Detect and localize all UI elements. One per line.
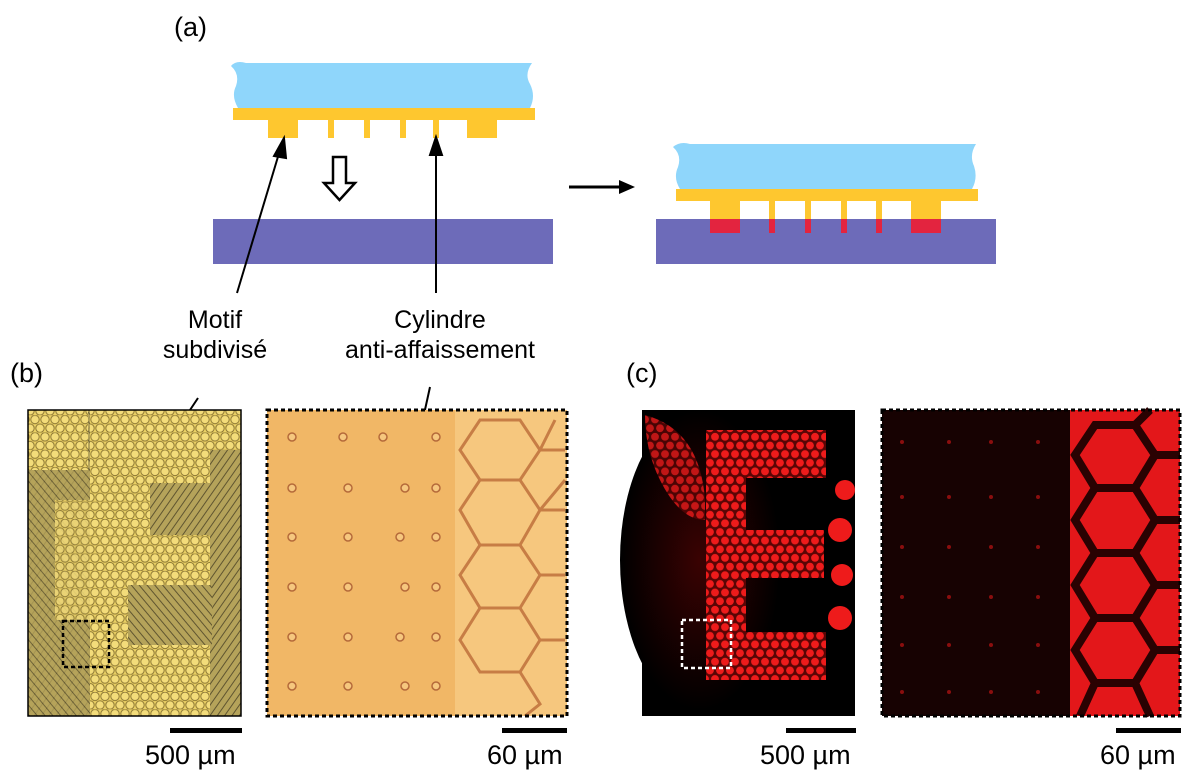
scale-bar-c-right — [1116, 728, 1181, 733]
schematic-before — [213, 62, 553, 264]
panel-label-b: (b) — [10, 358, 43, 388]
transferred-ink — [710, 219, 941, 233]
schematic-after — [656, 143, 996, 264]
right-arrow-head-icon — [619, 180, 635, 194]
zoom-region-box-fl — [680, 618, 733, 670]
fluorescence-overview — [620, 410, 855, 716]
annotation-motif-line1: Motif — [187, 306, 243, 334]
annotation-cylindre: Cylindre anti-affaissement — [330, 305, 550, 365]
letter-e-stem — [706, 430, 746, 680]
posts-grid — [287, 432, 441, 691]
panel-label-c: (c) — [626, 358, 658, 388]
hex-walls-fl — [1070, 407, 1180, 718]
panel-label-a: (a) — [174, 12, 207, 42]
glass-slide-after — [673, 143, 976, 189]
substrate-after — [656, 219, 996, 264]
scale-bar-b-right — [502, 728, 567, 733]
fluorescence-zoom — [880, 407, 1182, 718]
substrate — [213, 219, 553, 264]
annotation-motif: Motif subdivisé — [150, 305, 280, 365]
fl-posts — [900, 440, 1040, 694]
zoom-region-box — [61, 619, 111, 669]
stamp-pillars-after — [710, 200, 941, 219]
fl-dots-right — [828, 480, 855, 630]
scale-bar-b-left — [170, 728, 242, 733]
annotation-cylindre-line2: anti-affaissement — [345, 336, 535, 364]
annotation-motif-line2: subdivisé — [162, 336, 268, 364]
letter-e-gap-bottom — [128, 585, 212, 645]
annotation-cylindre-line1: Cylindre — [394, 306, 486, 334]
scale-bars — [170, 728, 1181, 733]
scale-label-b-left: 500 µm — [145, 740, 236, 770]
bright-field-zoom — [265, 408, 569, 718]
hex-walls-bf — [458, 418, 567, 718]
glass-slide — [231, 62, 533, 108]
stamp-pillars — [268, 119, 497, 138]
scale-label-c-left: 500 µm — [760, 740, 851, 770]
scale-bar-c-left — [786, 728, 856, 733]
pdms-stamp-layer-after — [676, 189, 978, 201]
bright-field-overview — [27, 409, 242, 717]
pdms-stamp-layer — [233, 108, 535, 120]
down-arrow-icon — [321, 155, 358, 202]
scale-label-c-right: 60 µm — [1100, 740, 1176, 770]
scale-label-b-right: 60 µm — [487, 740, 563, 770]
letter-e-gap-top — [150, 483, 212, 535]
